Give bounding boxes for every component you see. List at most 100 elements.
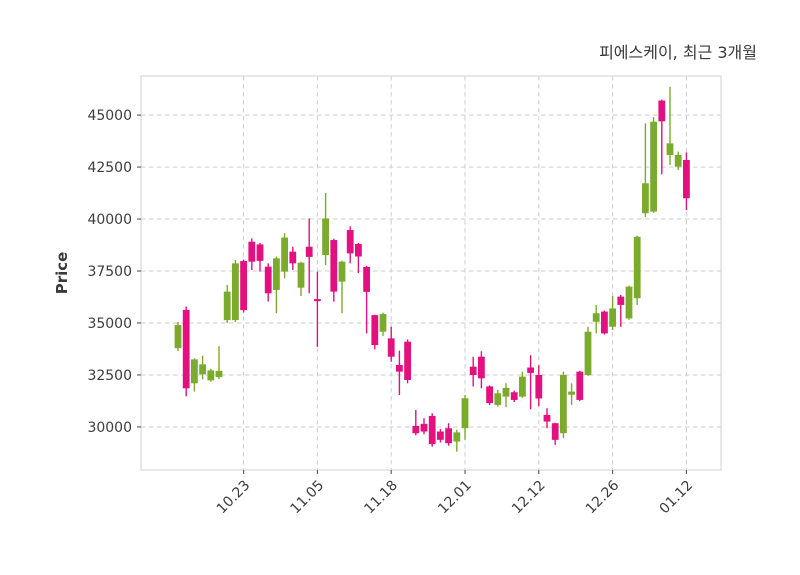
candle-down	[330, 238, 338, 302]
candle-down	[404, 339, 411, 384]
candle-body	[502, 387, 510, 397]
candle-up	[199, 355, 206, 380]
candle-body	[445, 428, 452, 444]
candle-up	[379, 312, 387, 337]
x-tick-label: 11.18	[361, 478, 401, 518]
candle-down	[256, 242, 264, 272]
candle-down	[182, 306, 190, 397]
candle-body	[420, 423, 428, 432]
candle-down	[469, 356, 477, 387]
candle-body	[256, 244, 264, 261]
candle-body	[527, 367, 534, 373]
candle-body	[404, 341, 411, 380]
candle-body	[510, 392, 518, 400]
candle-down	[683, 152, 690, 211]
tick-marks	[137, 114, 687, 474]
candle-up	[584, 326, 592, 377]
candle-down	[420, 418, 428, 435]
candle-up	[519, 371, 526, 398]
candle-up	[191, 358, 198, 392]
candle-down	[510, 390, 518, 403]
candle-up	[666, 86, 674, 165]
candle-body	[486, 386, 493, 404]
candle-up	[592, 304, 600, 334]
candle-down	[486, 385, 493, 406]
candle-body	[215, 370, 223, 378]
candle-down	[355, 242, 362, 274]
y-tick-label: 35000	[87, 316, 132, 332]
candle-down	[428, 413, 436, 447]
candle-up	[633, 235, 641, 305]
x-tick-label: 12.01	[435, 478, 475, 518]
candle-body	[453, 432, 461, 442]
candle-body	[633, 236, 641, 299]
candle-down	[437, 429, 444, 443]
candle-body	[240, 261, 247, 311]
candle-body	[387, 338, 395, 357]
candle-body	[264, 266, 272, 294]
candle-body	[355, 243, 362, 257]
x-tick-label: 10.23	[214, 478, 254, 518]
candle-up	[338, 260, 346, 314]
y-tick-label: 42500	[87, 160, 132, 176]
candle-body	[289, 251, 297, 264]
candle-body	[322, 218, 329, 256]
candle-up	[502, 383, 510, 408]
candle-down	[305, 218, 313, 294]
y-tick-label: 40000	[87, 212, 132, 228]
candle-body	[584, 331, 592, 375]
candle-body	[535, 374, 543, 399]
candle-up	[232, 260, 239, 322]
x-tick-label: 11.05	[288, 478, 328, 518]
candle-body	[658, 100, 666, 122]
candle-body	[551, 423, 559, 440]
candle-up	[461, 394, 469, 440]
candle-down	[371, 314, 379, 350]
candle-body	[363, 266, 370, 292]
candle-down	[445, 423, 452, 446]
candle-down	[346, 226, 354, 264]
candle-up	[453, 429, 461, 452]
axes-spines	[140, 75, 722, 471]
y-tick-label: 32500	[87, 368, 132, 384]
candle-body	[642, 183, 649, 214]
candle-body	[625, 286, 633, 319]
candle-down	[240, 259, 247, 313]
candle-up	[560, 371, 567, 439]
x-tick-label: 12.26	[583, 477, 623, 517]
candle-down	[551, 422, 559, 445]
candle-up	[494, 389, 502, 407]
candle-body	[273, 258, 280, 290]
candle-up	[297, 261, 305, 296]
candle-up	[625, 285, 633, 320]
candle-body	[609, 308, 616, 327]
candle-up	[273, 256, 280, 314]
candle-body	[346, 230, 354, 254]
candle-down	[412, 409, 420, 436]
candle-body	[601, 311, 608, 334]
candle-down	[396, 350, 403, 395]
candle-body	[281, 237, 288, 272]
candle-body	[330, 240, 338, 292]
y-tick-label: 30000	[87, 420, 132, 436]
candle-up	[223, 284, 231, 324]
candle-up	[281, 233, 288, 279]
x-tick-label: 12.12	[509, 478, 549, 518]
candle-body	[174, 325, 182, 349]
candle-up	[322, 192, 329, 265]
candle-body	[412, 425, 420, 434]
candle-up	[609, 295, 616, 331]
candle-body	[560, 374, 567, 434]
candle-body	[305, 246, 313, 257]
candle-body	[248, 241, 256, 262]
candle-body	[314, 299, 321, 302]
candle-body	[182, 309, 190, 389]
candles-series	[174, 86, 690, 452]
candle-body	[666, 143, 674, 156]
y-tick-label: 45000	[87, 108, 132, 124]
candle-down	[478, 351, 485, 389]
candle-down	[576, 370, 584, 401]
candle-body	[297, 262, 305, 288]
